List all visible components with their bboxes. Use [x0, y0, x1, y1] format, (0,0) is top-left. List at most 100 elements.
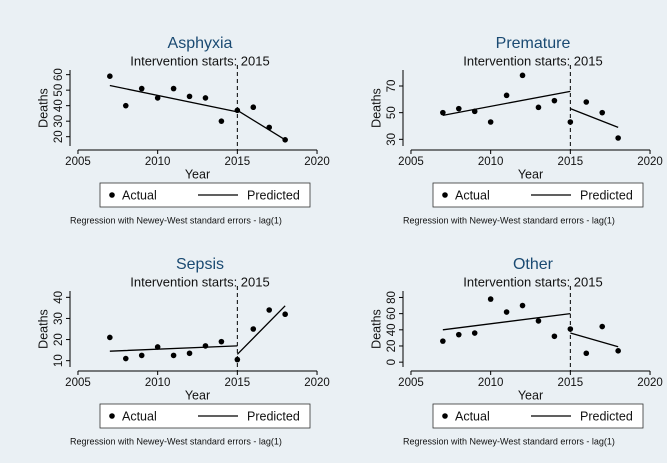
y-tick-label: 40 [386, 323, 398, 336]
x-tick-label: 2005 [65, 156, 91, 168]
data-point [440, 338, 446, 344]
y-tick-label: 60 [386, 307, 398, 320]
data-point [170, 85, 177, 92]
panel-title: Other [513, 256, 554, 273]
data-point [455, 331, 462, 338]
y-tick-label: 20 [53, 333, 65, 346]
x-tick-label: 2010 [145, 377, 171, 389]
data-point [107, 334, 113, 341]
data-point [583, 99, 590, 105]
panel-title: Premature [496, 35, 571, 52]
y-axis-label: Deaths [369, 88, 383, 128]
data-point [487, 119, 494, 125]
y-tick-label: 50 [386, 106, 398, 119]
predicted-line [109, 84, 286, 141]
x-tick-label: 2010 [145, 156, 171, 168]
panel-subtitle: Intervention starts: 2015 [130, 53, 269, 68]
data-point [266, 307, 273, 313]
x-tick-label: 2005 [398, 156, 424, 168]
legend-label: Predicted [580, 409, 633, 423]
legend-marker [442, 413, 448, 419]
y-tick-label: 50 [53, 84, 65, 97]
y-tick-label: 20 [386, 340, 398, 353]
data-point [234, 356, 241, 363]
x-tick-label: 2020 [637, 377, 663, 389]
data-point [615, 135, 621, 141]
y-tick-label: 60 [53, 68, 65, 81]
data-point [551, 97, 558, 104]
x-axis-label: Year [185, 167, 210, 181]
data-point [551, 333, 558, 340]
data-point [154, 95, 161, 101]
data-point [599, 323, 606, 330]
data-point [250, 326, 257, 332]
y-tick-label: 20 [53, 130, 65, 143]
legend-marker [109, 413, 115, 419]
y-tick-label: 30 [53, 312, 65, 325]
data-point [503, 92, 510, 99]
legend-marker [442, 192, 448, 198]
x-axis-label: Year [518, 167, 543, 181]
data-point [599, 109, 606, 116]
x-tick-label: 2015 [225, 156, 251, 168]
data-point [487, 296, 494, 302]
data-point [122, 102, 129, 109]
data-point [138, 352, 145, 359]
x-tick-label: 2015 [225, 377, 251, 389]
y-tick-label: 0 [386, 359, 398, 365]
y-axis-label: Deaths [36, 309, 50, 349]
x-tick-label: 2010 [478, 377, 504, 389]
footnote: Regression with Newey-West standard erro… [403, 436, 615, 446]
x-tick-label: 2010 [478, 156, 504, 168]
x-tick-label: 2020 [637, 156, 663, 168]
y-tick-label: 30 [53, 115, 65, 128]
data-point [170, 352, 177, 359]
data-point [250, 104, 257, 111]
footnote: Regression with Newey-West standard erro… [70, 436, 282, 446]
data-point [567, 326, 574, 332]
legend-label: Predicted [247, 409, 300, 423]
x-axis-label: Year [518, 388, 543, 402]
legend-label: Actual [455, 188, 490, 202]
data-point [218, 338, 225, 345]
panel-subtitle: Intervention starts: 2015 [130, 274, 269, 289]
data-point [535, 318, 542, 324]
data-point [519, 72, 526, 79]
y-axis-label: Deaths [36, 88, 50, 128]
data-point [567, 119, 574, 125]
data-point [615, 348, 621, 354]
x-tick-label: 2005 [398, 377, 424, 389]
x-tick-label: 2020 [304, 156, 330, 168]
panel-subtitle: Intervention starts: 2015 [463, 53, 602, 68]
panel-subtitle: Intervention starts: 2015 [463, 274, 602, 289]
legend-label: Actual [455, 409, 490, 423]
y-axis-label: Deaths [369, 309, 383, 349]
legend-label: Actual [122, 188, 157, 202]
y-tick-label: 70 [386, 80, 398, 93]
y-tick-label: 10 [53, 354, 65, 367]
predicted-line [109, 305, 286, 355]
y-tick-label: 80 [386, 291, 398, 304]
data-point [186, 350, 193, 357]
data-point [186, 93, 193, 100]
legend-marker [109, 192, 115, 198]
data-point [503, 309, 510, 315]
data-point [282, 311, 288, 318]
data-point [138, 85, 145, 92]
footnote: Regression with Newey-West standard erro… [70, 215, 282, 225]
data-point [440, 109, 446, 116]
y-tick-label: 40 [53, 291, 65, 304]
x-tick-label: 2005 [65, 377, 91, 389]
data-point [455, 105, 462, 112]
footnote: Regression with Newey-West standard erro… [403, 215, 615, 225]
x-tick-label: 2020 [304, 377, 330, 389]
y-tick-label: 40 [53, 99, 65, 112]
data-point [107, 73, 113, 80]
y-tick-label: 30 [386, 133, 398, 146]
x-tick-label: 2015 [558, 377, 584, 389]
data-point [154, 344, 161, 350]
